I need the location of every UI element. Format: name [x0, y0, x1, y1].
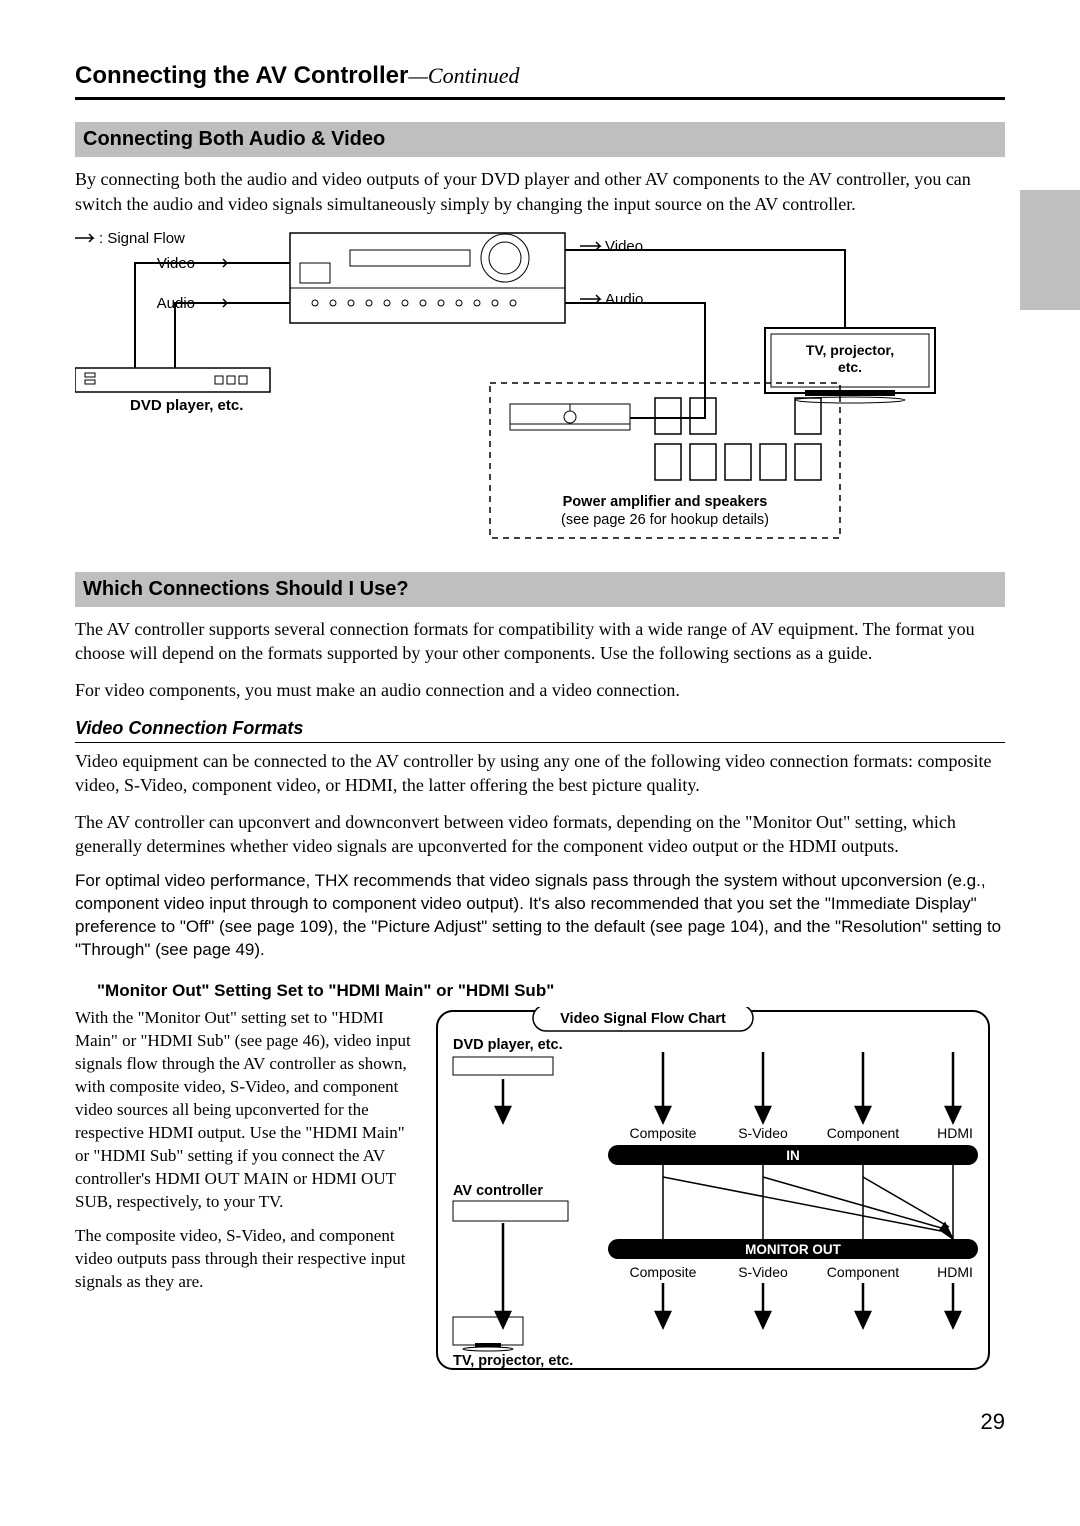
tv-label-line1: TV, projector, [806, 342, 894, 358]
svg-text:Composite: Composite [630, 1125, 697, 1141]
flow-dvd: DVD player, etc. [453, 1037, 563, 1053]
section-heading-which-connections: Which Connections Should I Use? [75, 572, 1005, 607]
section1-para: By connecting both the audio and video o… [75, 167, 1005, 216]
flow-avc: AV controller [453, 1183, 543, 1199]
svg-text:HDMI: HDMI [937, 1125, 973, 1141]
page-number: 29 [75, 1407, 1005, 1437]
svg-text:S-Video: S-Video [738, 1125, 788, 1141]
vcf-p3: For optimal video performance, THX recom… [75, 870, 1005, 962]
legend-signal-flow: : Signal Flow [99, 230, 185, 247]
video-to-tv-label: Video [605, 238, 643, 255]
header-continued: —Continued [408, 63, 519, 88]
audio-to-amp-label: Audio [605, 291, 643, 308]
svg-text:S-Video: S-Video [738, 1264, 788, 1280]
section2-p1: The AV controller supports several conne… [75, 617, 1005, 666]
monitor-left-p1: With the "Monitor Out" setting set to "H… [75, 1007, 415, 1213]
amp-sub: (see page 26 for hookup details) [561, 512, 769, 528]
flow-in: IN [786, 1148, 800, 1163]
flow-out: MONITOR OUT [745, 1242, 841, 1257]
monitor-out-heading: "Monitor Out" Setting Set to "HDMI Main"… [75, 980, 1005, 1003]
svg-text:Composite: Composite [630, 1264, 697, 1280]
svg-text:HDMI: HDMI [937, 1264, 973, 1280]
dvd-label: DVD player, etc. [130, 397, 243, 414]
vcf-p1: Video equipment can be connected to the … [75, 749, 1005, 798]
tv-label-line2: etc. [838, 359, 862, 375]
flow-tv: TV, projector, etc. [453, 1353, 573, 1369]
svg-text:Component: Component [827, 1264, 899, 1280]
monitor-left-p2: The composite video, S-Video, and compon… [75, 1225, 415, 1294]
side-tab-grey [1020, 190, 1080, 310]
header-title: Connecting the AV Controller [75, 62, 408, 89]
video-flow-chart: Video Signal Flow Chart DVD player, etc.… [433, 1007, 1005, 1377]
amp-label: Power amplifier and speakers [563, 494, 768, 510]
section-heading-audio-video: Connecting Both Audio & Video [75, 122, 1005, 157]
page-header: Connecting the AV Controller—Continued [75, 60, 1005, 100]
video-connection-formats-heading: Video Connection Formats [75, 716, 1005, 743]
diagram-svg: : Signal Flow DVD player, etc. Video Aud… [75, 228, 1005, 548]
monitor-two-col: With the "Monitor Out" setting set to "H… [75, 1007, 1005, 1377]
section2-p2: For video components, you must make an a… [75, 678, 1005, 702]
connection-diagram: : Signal Flow DVD player, etc. Video Aud… [75, 228, 1005, 548]
vcf-p2: The AV controller can upconvert and down… [75, 810, 1005, 859]
flow-title: Video Signal Flow Chart [560, 1011, 726, 1027]
svg-text:Component: Component [827, 1125, 899, 1141]
